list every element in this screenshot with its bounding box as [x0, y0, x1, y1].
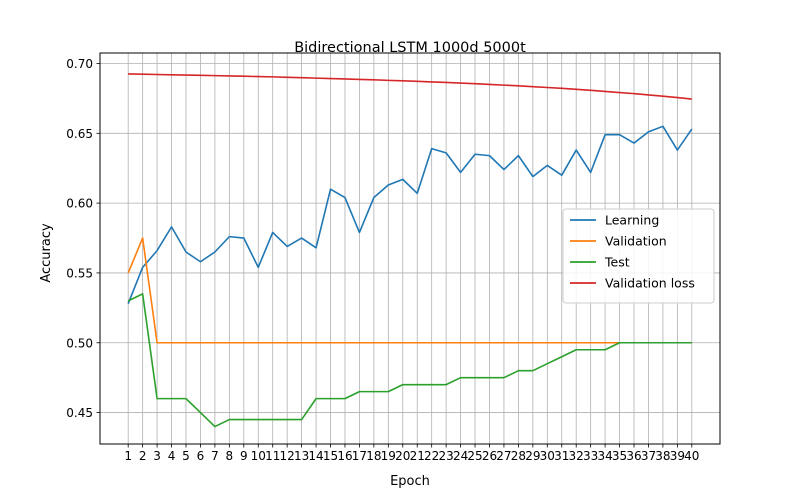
x-tick-label: 4	[168, 449, 176, 463]
legend-box	[562, 208, 715, 304]
series-line-validation	[127, 237, 692, 344]
x-tick-label: 34	[597, 449, 612, 463]
x-tick-label: 38	[655, 449, 670, 463]
x-tick-label: 5	[182, 449, 190, 463]
x-tick-label: 3	[153, 449, 161, 463]
x-tick-label: 39	[670, 449, 685, 463]
x-tick-label: 29	[525, 449, 540, 463]
x-axis-label: Epoch	[390, 474, 430, 489]
x-tick-label: 21	[410, 449, 425, 463]
legend-label: Validation loss	[605, 276, 695, 291]
x-tick-label: 22	[424, 449, 439, 463]
x-tick-label: 15	[323, 449, 338, 463]
x-tick-label: 9	[240, 449, 248, 463]
y-tick-label: 0.55	[66, 266, 93, 280]
legend-label: Validation	[605, 234, 667, 249]
x-tick-label: 2	[139, 449, 147, 463]
x-tick-label: 7	[211, 449, 219, 463]
plot-frame	[99, 52, 721, 445]
x-tick-label: 17	[352, 449, 367, 463]
x-tick-label: 36	[626, 449, 641, 463]
x-axis-ticks: 1 2 3 4 5 6 7 8 9 10 11 12 13 14 15 16 17 18 19 20 21 22 23 24 2…	[124, 444, 699, 463]
x-tick-label: 33	[583, 449, 598, 463]
x-tick-label: 16	[337, 449, 352, 463]
x-tick-label: 32	[569, 449, 584, 463]
x-tick-label: 24	[453, 449, 468, 463]
x-tick-label: 6	[197, 449, 205, 463]
x-tick-label: 23	[438, 449, 453, 463]
x-tick-label: 20	[395, 449, 410, 463]
x-tick-label: 31	[554, 449, 569, 463]
x-tick-label: 35	[612, 449, 627, 463]
x-tick-label: 13	[294, 449, 309, 463]
legend-label: Test	[604, 255, 630, 270]
x-tick-label: 19	[381, 449, 396, 463]
x-tick-label: 26	[482, 449, 497, 463]
y-axis-label: Accuracy	[39, 223, 54, 283]
x-tick-label: 37	[641, 449, 656, 463]
x-tick-label: 25	[467, 449, 482, 463]
y-tick-label: 0.45	[66, 406, 93, 420]
x-tick-label: 11	[265, 449, 280, 463]
legend: Learning Validation Test Validation loss	[562, 208, 715, 304]
grid	[100, 53, 720, 444]
series-lines	[127, 73, 693, 428]
y-axis-ticks: 0.45 0.50 0.55 0.60 0.65 0.70	[66, 57, 100, 420]
x-tick-label: 8	[226, 449, 234, 463]
y-tick-label: 0.50	[66, 336, 93, 350]
x-tick-label: 18	[366, 449, 381, 463]
series-line-learning	[127, 125, 693, 304]
x-tick-label: 40	[684, 449, 699, 463]
x-tick-label: 12	[280, 449, 295, 463]
x-tick-label: 14	[308, 449, 323, 463]
x-tick-label: 1	[124, 449, 132, 463]
y-tick-label: 0.70	[66, 57, 93, 71]
chart-title: Bidirectional LSTM 1000d 5000t	[294, 40, 526, 56]
x-tick-label: 10	[251, 449, 266, 463]
x-tick-label: 27	[496, 449, 511, 463]
series-line-test	[127, 293, 692, 428]
y-tick-label: 0.60	[66, 197, 93, 211]
x-tick-label: 30	[540, 449, 555, 463]
series-line-validation-loss	[128, 73, 692, 100]
x-tick-label: 28	[511, 449, 526, 463]
legend-label: Learning	[605, 213, 659, 228]
y-tick-label: 0.65	[66, 127, 93, 141]
